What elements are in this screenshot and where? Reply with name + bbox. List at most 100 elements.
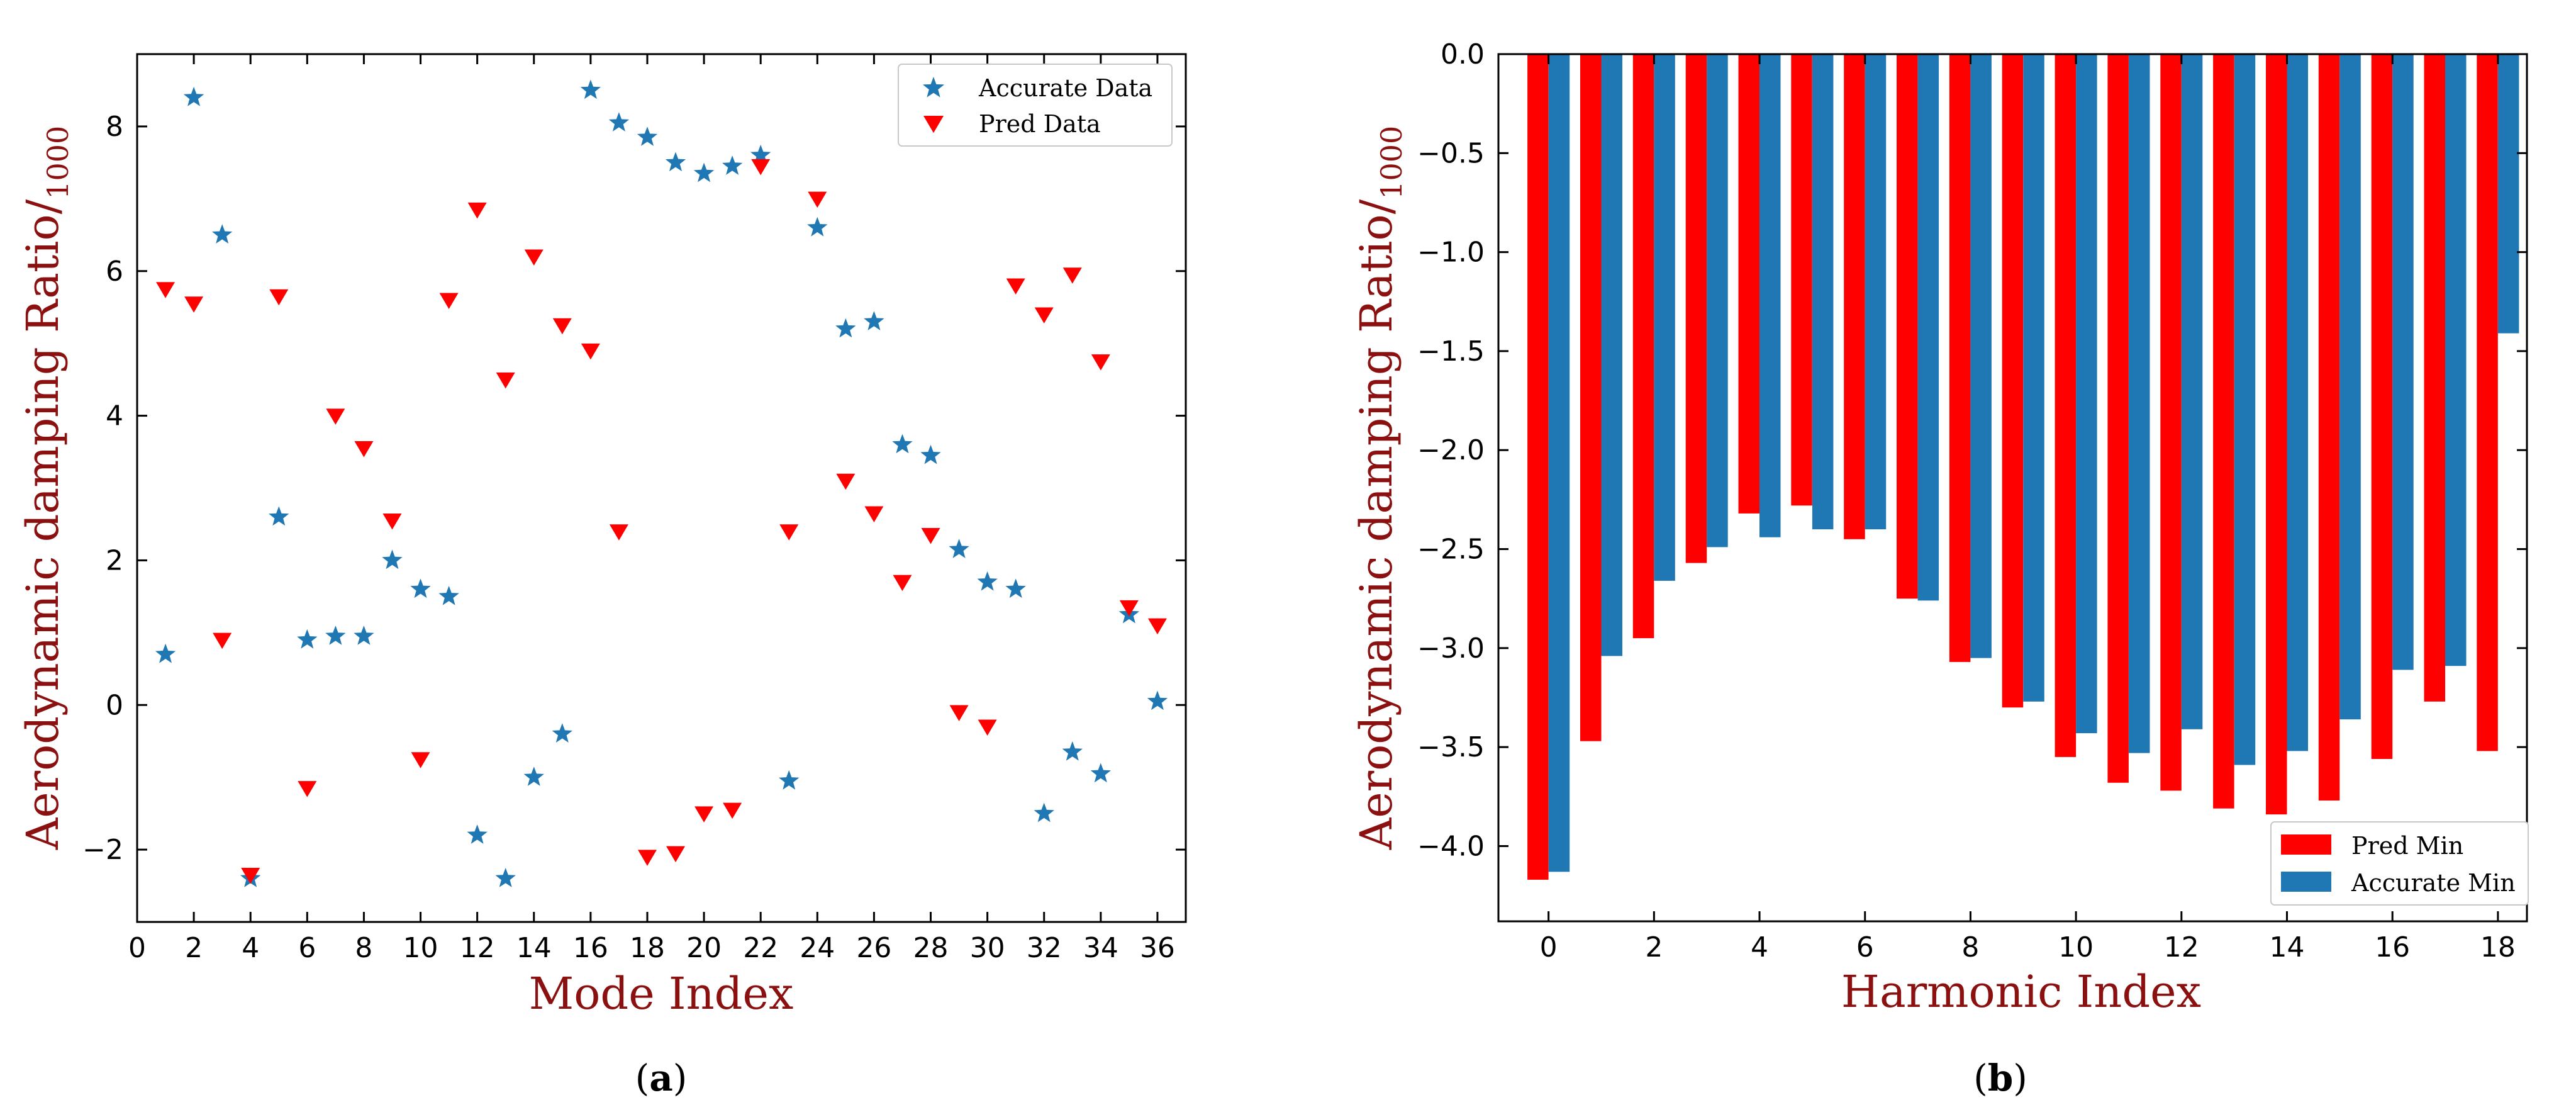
x-axis-title: Mode Index: [529, 968, 794, 1019]
pred-min-bar: [2107, 54, 2129, 783]
accurate-min-bar: [2023, 54, 2044, 702]
panel-label-a: (a): [635, 1057, 688, 1099]
pred-min-bar: [1527, 54, 1549, 880]
accurate-data-point: [920, 444, 941, 464]
y-tick-label: −2.0: [1417, 434, 1485, 466]
pred-data-point: [411, 752, 430, 768]
accurate-data-point: [1005, 578, 1026, 598]
pred-min-bar: [1897, 54, 1918, 599]
y-tick-label: −0.5: [1417, 137, 1485, 169]
pred-data-point: [213, 632, 232, 649]
x-tick-label: 32: [1027, 932, 1062, 964]
accurate-min-bar: [1654, 54, 1675, 581]
pred-data-point: [949, 705, 969, 721]
pred-min-bar: [1632, 54, 1654, 639]
y-tick-label: 0.0: [1441, 38, 1485, 70]
accurate-data-point: [835, 318, 856, 338]
x-axis-ticks: 0 2 4 6 8 10 12 14 16 18: [1540, 54, 2516, 963]
scatter-marks: [155, 79, 1168, 887]
pred-data-point: [751, 159, 771, 176]
legend-pred-min-label: Pred Min: [2351, 832, 2463, 860]
x-tick-label: 10: [2058, 931, 2094, 963]
pred-data-point: [637, 850, 657, 866]
x-tick-label: 30: [970, 932, 1005, 964]
accurate-data-point: [354, 626, 374, 645]
accurate-data-point: [523, 767, 544, 786]
accurate-min-bar: [1548, 54, 1570, 872]
pred-min-bar: [1738, 54, 1759, 514]
pred-data-point: [1119, 600, 1139, 617]
legend-accurate-data-label: Accurate Data: [978, 74, 1152, 102]
accurate-data-point: [183, 86, 204, 106]
x-tick-label: 16: [2375, 931, 2410, 963]
x-tick-label: 22: [743, 932, 778, 964]
accurate-data-point: [1062, 741, 1083, 761]
x-tick-label: 0: [1540, 931, 1558, 963]
accurate-data-point: [665, 152, 686, 172]
accurate-data-point: [807, 216, 828, 237]
plot-frame: [136, 53, 1187, 923]
x-tick-label: 16: [573, 932, 608, 964]
pred-data-point: [354, 441, 374, 458]
accurate-min-bar: [1812, 54, 1834, 530]
pred-data-point: [552, 318, 572, 335]
x-tick-label: 0: [128, 932, 146, 964]
scatter-chart-panel: 0 2 4 6 8 10 12 14 16 18 20 22 24 26 28 30 32 34 36 −20246…: [17, 53, 1187, 1099]
y-tick-label: 0: [106, 689, 123, 721]
legend: Pred Min Accurate Min: [2270, 821, 2529, 906]
pred-data-point: [269, 289, 289, 306]
y-tick-label: −2.5: [1417, 534, 1485, 566]
x-tick-label: 12: [460, 932, 495, 964]
pred-data-point: [1006, 278, 1025, 295]
pred-min-bar: [2160, 54, 2182, 791]
accurate-min-bar: [1917, 54, 1939, 601]
accurate-min-bar: [2497, 54, 2519, 334]
pred-data-point: [1062, 267, 1082, 284]
x-tick-label: 24: [800, 932, 835, 964]
x-tick-label: 2: [185, 932, 203, 964]
legend-pred-data-label: Pred Data: [979, 110, 1101, 138]
y-axis-ticks: −2 0 2 4 6 8: [82, 111, 1186, 866]
accurate-data-point: [779, 770, 800, 790]
legend-accurate-min-label: Accurate Min: [2351, 869, 2516, 897]
pred-data-point: [524, 249, 544, 266]
accurate-min-bar: [2234, 54, 2256, 765]
accurate-data-point: [495, 868, 516, 887]
accurate-min-bar: [1970, 54, 1992, 658]
pred-data-point: [581, 343, 600, 360]
pred-data-point: [241, 868, 260, 884]
accurate-data-point: [155, 643, 176, 663]
x-tick-label: 18: [630, 932, 665, 964]
legend-box: [898, 64, 1173, 147]
accurate-data-point: [1034, 802, 1054, 823]
pred-data-point: [921, 527, 940, 544]
x-tick-label: 6: [1856, 931, 1874, 963]
accurate-min-bar: [2392, 54, 2414, 670]
pred-min-bar: [2424, 54, 2445, 702]
x-tick-label: 26: [856, 932, 891, 964]
pred-data-point: [723, 802, 742, 819]
accurate-data-point: [580, 79, 601, 99]
y-tick-label: −3.0: [1417, 632, 1485, 665]
x-tick-label: 2: [1645, 931, 1663, 963]
y-axis-ticks: −4.0 −3.5 −3.0 −2.5 −2.0 −1.5 −1.0 −0.5 0.0: [1417, 38, 2527, 862]
pred-data-point: [467, 202, 487, 219]
accurate-min-bar: [2445, 54, 2467, 666]
pred-min-bar: [2371, 54, 2393, 759]
pred-data-point: [779, 524, 799, 541]
x-axis-title: Harmonic Index: [1841, 966, 2201, 1018]
y-tick-label: −1.5: [1417, 335, 1485, 368]
pred-data-point: [156, 282, 176, 298]
accurate-data-point: [977, 571, 998, 591]
y-tick-label: 8: [106, 111, 123, 143]
pred-min-bar: [2213, 54, 2234, 809]
pred-data-point: [326, 408, 345, 425]
accurate-data-point: [1147, 690, 1168, 710]
accurate-data-point: [410, 578, 431, 598]
pred-data-point: [609, 524, 628, 541]
pred-data-point: [298, 781, 317, 797]
accurate-data-point: [608, 112, 630, 132]
pred-min-bar: [2055, 54, 2077, 757]
x-tick-label: 8: [1961, 931, 1979, 963]
